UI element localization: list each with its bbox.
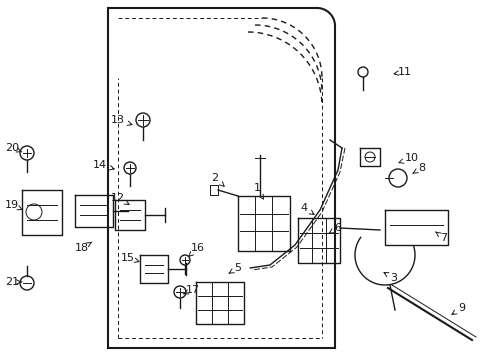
Text: 2: 2 (212, 173, 224, 186)
Text: 3: 3 (384, 273, 397, 283)
Text: 4: 4 (300, 203, 314, 215)
Text: 8: 8 (413, 163, 425, 173)
Text: 15: 15 (121, 253, 139, 263)
Text: 10: 10 (399, 153, 419, 163)
Text: 9: 9 (452, 303, 466, 314)
Text: 13: 13 (111, 115, 132, 125)
Text: 21: 21 (5, 277, 22, 287)
Text: 16: 16 (189, 243, 205, 256)
Text: 6: 6 (329, 223, 342, 233)
Text: 18: 18 (75, 242, 92, 253)
Text: 20: 20 (5, 143, 22, 153)
Text: 17: 17 (183, 285, 200, 295)
Text: 12: 12 (111, 193, 129, 204)
Text: 7: 7 (436, 232, 447, 243)
Text: 11: 11 (394, 67, 412, 77)
Text: 5: 5 (229, 263, 242, 273)
Text: 14: 14 (93, 160, 114, 170)
Text: 1: 1 (253, 183, 264, 199)
Text: 19: 19 (5, 200, 22, 210)
